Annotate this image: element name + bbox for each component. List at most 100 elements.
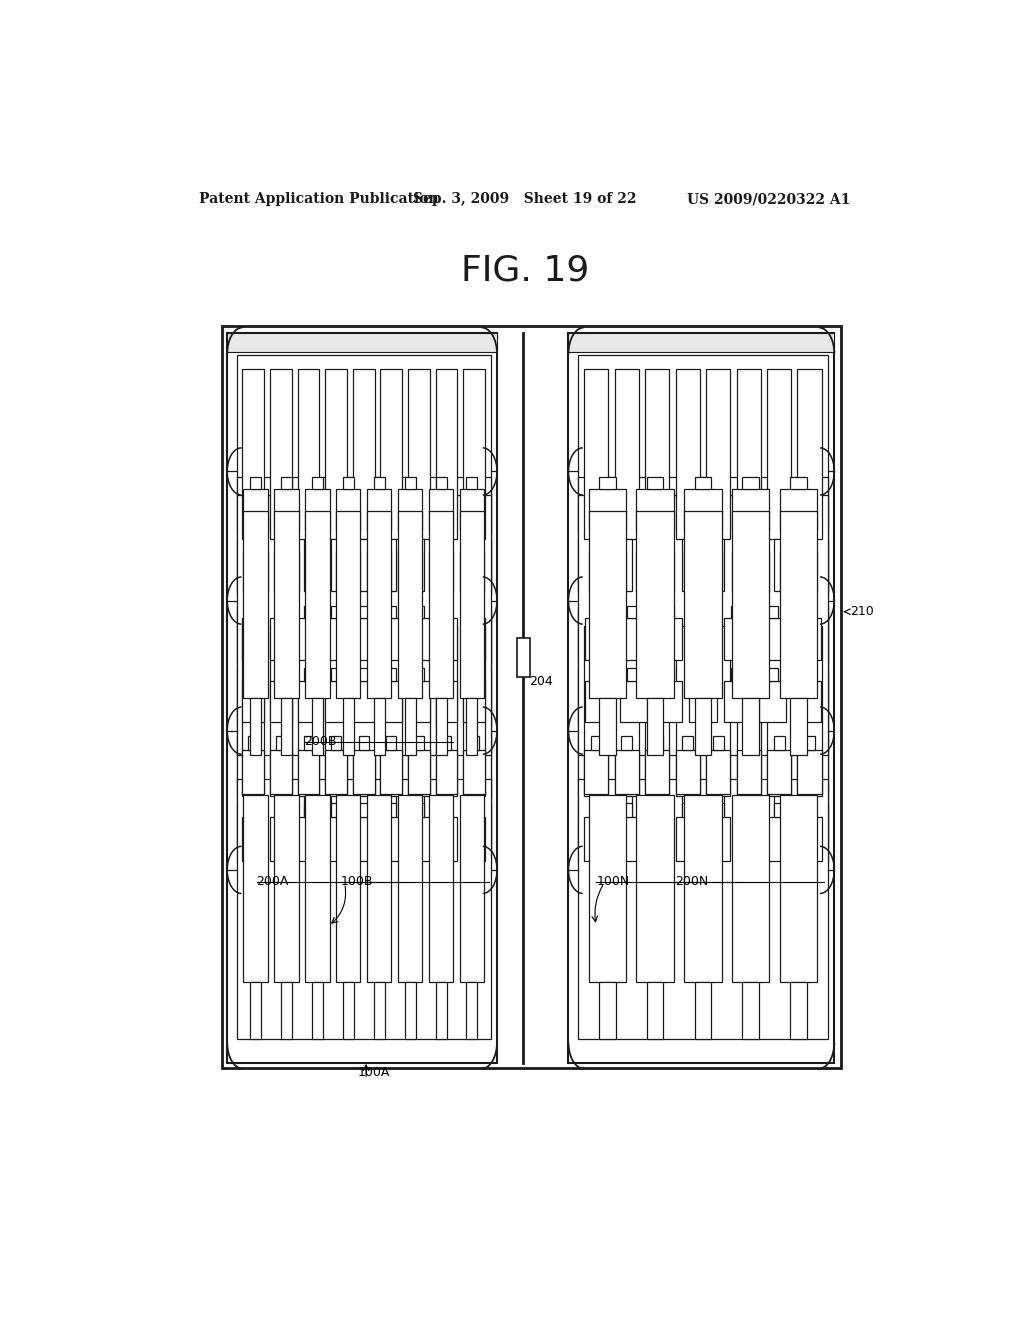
Bar [645, 368, 670, 539]
Bar [591, 539, 602, 591]
Bar [628, 668, 640, 681]
Bar [305, 795, 330, 982]
Bar [614, 750, 639, 793]
Bar [794, 618, 820, 660]
Bar [237, 737, 490, 797]
Bar [585, 368, 608, 539]
Bar [358, 606, 369, 618]
Bar [404, 539, 416, 550]
Bar [647, 698, 664, 755]
Bar [249, 803, 258, 817]
Bar [435, 817, 458, 861]
Bar [578, 539, 828, 595]
Text: Patent Application Publication: Patent Application Publication [200, 191, 439, 206]
Bar [591, 803, 602, 817]
Bar [404, 982, 416, 1039]
Bar [435, 750, 458, 793]
Bar [326, 627, 347, 796]
Bar [331, 737, 341, 750]
Bar [227, 333, 497, 351]
Bar [652, 737, 663, 750]
Bar [435, 627, 458, 796]
Bar [736, 750, 761, 793]
Text: 204: 204 [528, 675, 553, 688]
Bar [374, 539, 385, 550]
Bar [689, 681, 717, 722]
Bar [311, 982, 323, 1039]
Bar [707, 368, 730, 539]
Bar [298, 681, 319, 722]
Bar [250, 539, 261, 550]
Bar [249, 606, 258, 618]
Text: US 2009/0220322 A1: US 2009/0220322 A1 [687, 191, 850, 206]
Bar [274, 511, 299, 698]
Bar [663, 668, 675, 681]
Bar [249, 539, 258, 591]
Bar [227, 333, 497, 1063]
Bar [435, 698, 446, 755]
Bar [331, 796, 341, 849]
Bar [331, 803, 341, 817]
Bar [398, 795, 422, 982]
Bar [408, 681, 430, 722]
Bar [724, 681, 752, 722]
Bar [305, 511, 330, 698]
Bar [352, 368, 375, 539]
Text: 200A: 200A [257, 875, 289, 888]
Bar [578, 495, 828, 755]
Bar [380, 627, 402, 796]
Bar [298, 618, 319, 660]
Bar [243, 681, 264, 722]
Bar [589, 795, 626, 982]
Bar [249, 796, 258, 849]
Bar [374, 698, 385, 755]
Bar [568, 333, 835, 1063]
Bar [326, 368, 347, 539]
Bar [732, 511, 769, 698]
Bar [386, 668, 396, 681]
Bar [303, 606, 313, 618]
Bar [398, 511, 422, 698]
Bar [463, 627, 485, 796]
Bar [237, 495, 490, 755]
Bar [243, 490, 267, 531]
Bar [243, 817, 264, 861]
Bar [767, 368, 792, 539]
Bar [707, 817, 730, 861]
Bar [736, 627, 761, 796]
Bar [358, 539, 369, 591]
Bar [298, 627, 319, 796]
Bar [774, 803, 784, 817]
Bar [404, 477, 416, 490]
Bar [578, 355, 828, 591]
Bar [276, 539, 286, 591]
Bar [804, 539, 815, 591]
Bar [742, 698, 759, 755]
Bar [676, 627, 699, 796]
Text: 100B: 100B [341, 875, 373, 888]
Bar [358, 803, 369, 817]
Bar [654, 681, 682, 722]
Bar [386, 737, 396, 750]
Bar [637, 795, 674, 982]
Bar [331, 606, 341, 618]
Bar [732, 795, 769, 982]
Bar [647, 539, 664, 550]
Bar [694, 698, 712, 755]
Text: 200B: 200B [304, 735, 337, 747]
Bar [780, 511, 817, 698]
Bar [326, 681, 347, 722]
Bar [736, 368, 761, 539]
Bar [766, 606, 778, 618]
Bar [791, 539, 807, 550]
Bar [791, 477, 807, 490]
Bar [331, 668, 341, 681]
Bar [429, 795, 454, 982]
Bar [622, 796, 632, 849]
Bar [585, 627, 608, 796]
Bar [578, 668, 828, 726]
Text: Sep. 3, 2009   Sheet 19 of 22: Sep. 3, 2009 Sheet 19 of 22 [413, 191, 637, 206]
Bar [441, 539, 452, 591]
Bar [281, 982, 292, 1039]
Bar [724, 618, 752, 660]
